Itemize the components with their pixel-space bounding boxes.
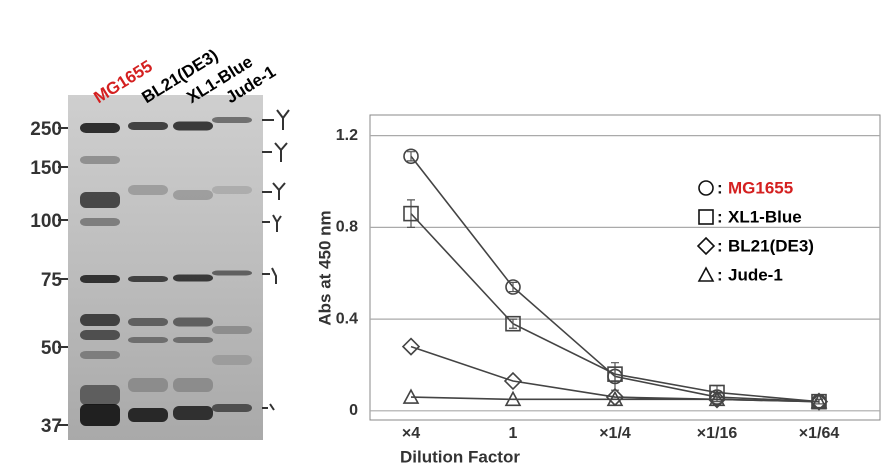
marker (402, 388, 420, 404)
antibody-icon (262, 403, 275, 411)
marker (698, 180, 714, 196)
marker (403, 148, 419, 165)
series-line (410, 396, 820, 403)
marker (707, 390, 727, 409)
blot-band (173, 121, 213, 131)
blot-band (128, 122, 168, 130)
blot-band (80, 123, 120, 133)
y-tick-label: 1.2 (336, 127, 358, 144)
marker (607, 366, 623, 382)
marker (696, 236, 716, 256)
blot-band (212, 117, 252, 123)
marker (505, 315, 521, 332)
blot-band (80, 218, 120, 226)
x-tick-label: ×1/16 (697, 425, 738, 442)
y-axis-label: Abs at 450 nm (315, 210, 334, 325)
antibody-icon (262, 182, 286, 200)
x-tick-label: 1 (509, 425, 518, 442)
antibody-icon (262, 109, 290, 130)
marker (503, 371, 523, 391)
blot-band (212, 186, 252, 194)
legend-label: MG1655 (728, 178, 793, 197)
legend-label: Jude-1 (728, 265, 783, 284)
antibody-icons (262, 109, 290, 411)
blot-band (80, 156, 120, 164)
marker (698, 209, 714, 225)
x-tick-label: ×4 (402, 425, 420, 442)
legend-separator: : (717, 265, 723, 284)
blot-band (173, 406, 213, 420)
blot-band (80, 314, 120, 326)
blot-band (80, 351, 120, 359)
blot-band (80, 330, 120, 340)
blot-band (128, 337, 168, 343)
x-tick-label: ×1/64 (799, 425, 840, 442)
legend-label: XL1-Blue (728, 207, 802, 226)
blot (80, 117, 252, 426)
y-tick-label: 0 (349, 402, 358, 419)
marker (697, 266, 715, 282)
blot-band (212, 326, 252, 334)
error-bar (509, 318, 517, 329)
antibody-icon (262, 214, 282, 232)
marker (810, 392, 828, 409)
blot-band (212, 404, 252, 412)
marker (504, 390, 522, 407)
mw-marker: 75 (41, 270, 63, 291)
error-bar (509, 281, 517, 293)
marker (708, 390, 726, 407)
x-axis-label: Dilution Factor (400, 447, 520, 466)
blot-band (80, 275, 120, 283)
legend-separator: : (717, 236, 723, 255)
blot-band (128, 276, 168, 282)
blot-band (128, 378, 168, 392)
blot-band (212, 270, 252, 276)
blot-band (80, 404, 120, 426)
blot-band (80, 385, 120, 405)
blot-band (173, 274, 213, 282)
blot-band (173, 337, 213, 343)
marker (505, 279, 521, 295)
marker (403, 205, 419, 222)
mw-marker: 100 (30, 211, 62, 232)
legend-separator: : (717, 178, 723, 197)
blot-band (128, 185, 168, 195)
error-bar (407, 199, 415, 228)
plot-frame (369, 114, 881, 421)
y-tick-label: 0.8 (336, 219, 358, 236)
blot-band (128, 318, 168, 326)
mw-marker: 250 (30, 119, 62, 140)
blot-band (173, 378, 213, 392)
marker (401, 337, 421, 356)
blot-band (128, 408, 168, 422)
mw-marker: 50 (41, 338, 62, 359)
x-tick-label: ×1/4 (599, 425, 631, 442)
legend-separator: : (717, 207, 723, 226)
y-tick-label: 0.4 (336, 310, 358, 327)
blot-band (173, 317, 213, 327)
blot-band (212, 355, 252, 365)
antibody-icon (262, 142, 288, 162)
marker (809, 392, 829, 411)
marker (606, 390, 624, 407)
error-bar (407, 151, 415, 162)
mw-marker: 150 (30, 158, 62, 179)
antibody-icon (262, 267, 277, 284)
mw-marker: 37 (41, 416, 62, 437)
legend-label: BL21(DE3) (728, 236, 814, 255)
blot-band (173, 190, 213, 200)
blot-band (80, 192, 120, 208)
